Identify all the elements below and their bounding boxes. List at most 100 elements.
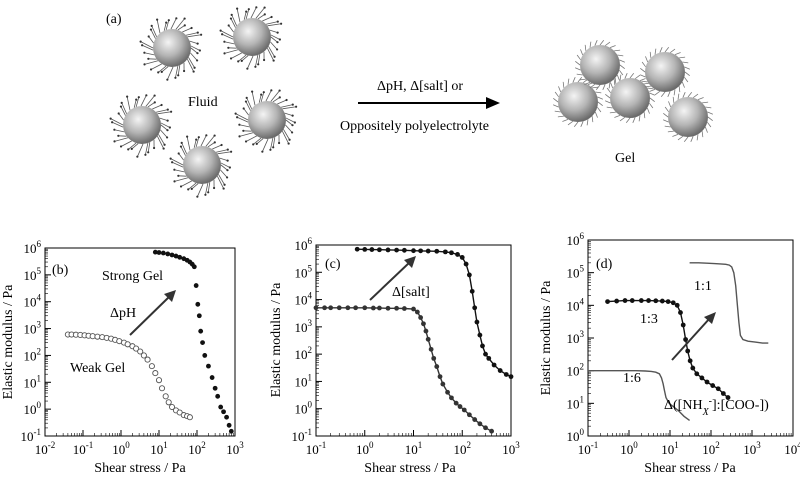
hair-tip	[147, 151, 150, 154]
hair-tip	[229, 17, 233, 20]
panel-c-chart: 10-1 100 101 102 103 10-1 100 101 102 103 104 105 10…	[269, 236, 520, 476]
particle-hair	[639, 78, 646, 82]
hair-tip	[276, 41, 279, 44]
particle-hair	[597, 101, 603, 107]
panel-c-series-0-point	[362, 246, 368, 252]
hair-tip	[153, 101, 156, 104]
particle-hair	[121, 102, 127, 114]
hair-tip	[147, 57, 150, 60]
particle-hair	[228, 25, 234, 33]
hair-tip	[163, 143, 166, 146]
panel-c-series-0-point	[508, 374, 514, 380]
particle-hair	[567, 120, 574, 126]
hair-tip	[275, 48, 279, 51]
series-label-1-1: 1:1	[694, 279, 712, 294]
hair-tip	[285, 98, 288, 102]
hair-tip	[119, 105, 123, 108]
particle-hair	[230, 18, 236, 28]
particle-hair	[681, 81, 685, 88]
hair-tip	[196, 195, 199, 198]
particle-hair	[133, 99, 137, 108]
panel-b-series-0-point	[165, 251, 171, 257]
hair-tip	[276, 20, 279, 23]
particle-hair	[267, 47, 274, 61]
hair-tip	[270, 15, 273, 19]
particle-hair	[614, 114, 621, 118]
hair-tip	[272, 59, 275, 62]
particle-hair	[212, 144, 222, 150]
hair-tip	[136, 155, 139, 158]
hair-tip	[144, 153, 147, 156]
series-label-1-6: 1:6	[623, 371, 641, 386]
panel-b-frame	[44, 247, 236, 437]
particle-hair	[641, 61, 647, 68]
hair-tip	[119, 145, 123, 148]
particle-hair	[625, 117, 631, 123]
particle-hair	[224, 49, 239, 54]
hair-tip	[278, 96, 281, 99]
particle-hair	[155, 109, 168, 113]
particle-hair	[692, 93, 699, 99]
panel-b-xtick-label: 10-2	[35, 440, 56, 457]
fluid-particle	[139, 17, 203, 81]
particle-hair	[558, 86, 562, 93]
gel-particle	[662, 91, 714, 143]
particle-hair	[624, 72, 628, 79]
hair-tip	[173, 168, 176, 171]
particle-hair	[157, 111, 172, 115]
panel-c-ytick-label: 101	[295, 372, 313, 389]
particle-hair	[649, 97, 655, 103]
panel-b-xtick-label: 10-1	[73, 440, 94, 457]
panel-d-series-1-point	[699, 375, 705, 381]
panel-b-data	[64, 249, 234, 434]
panel-d-series-1-point	[715, 386, 721, 392]
series-label-1-3: 1:3	[640, 312, 658, 327]
particle-hair	[246, 97, 252, 109]
panel-b-series-0-point	[152, 249, 158, 255]
particle-hair	[188, 57, 195, 68]
particle-hair	[672, 133, 679, 137]
particle-hair	[145, 142, 149, 155]
particle-hair	[586, 119, 589, 126]
panel-c-series-0-point	[401, 247, 407, 253]
particle-hair	[190, 52, 198, 61]
panel-d-series-1-point	[725, 395, 731, 400]
panel-b-xtick-label: 101	[150, 440, 168, 457]
particle-hair	[668, 101, 672, 108]
particle-hair	[190, 47, 198, 54]
particle-hair	[247, 55, 254, 69]
particle-hair	[592, 86, 599, 89]
particle-hair	[221, 33, 234, 40]
particle-hair	[649, 51, 652, 58]
particle-hair	[165, 20, 170, 31]
gel-particle	[552, 76, 604, 128]
panel-c-series-1-point	[362, 305, 368, 311]
particle-hair	[181, 142, 187, 154]
hair-tip	[219, 29, 222, 32]
particle-hair	[553, 97, 559, 103]
particle-hair	[573, 121, 579, 127]
hair-tip	[143, 51, 146, 54]
panel-d-series-2-line	[588, 370, 691, 421]
panel-b-series-0-point	[196, 313, 202, 319]
panel-d-ytick-label: 104	[567, 296, 585, 313]
panel-b-series-0-point	[215, 393, 221, 399]
hair-tip	[245, 96, 248, 99]
gel-particles	[552, 39, 714, 143]
particle-hair	[706, 121, 712, 128]
panel-b-series-0-point	[228, 428, 234, 434]
hair-tip	[169, 157, 172, 160]
hair-tip	[229, 57, 233, 60]
particle-hair	[120, 140, 132, 147]
particle-hair	[696, 134, 699, 141]
arrow-text-bottom: Oppositely polyelectrolyte	[340, 119, 489, 134]
panel-c-series-0-point	[463, 261, 469, 267]
hair-tip	[226, 169, 229, 172]
hair-tip	[237, 60, 240, 63]
particle-hair	[147, 142, 151, 153]
panel-b-series-0-point	[160, 250, 166, 256]
particle-hair	[554, 110, 561, 113]
hair-tip	[293, 121, 296, 124]
hair-tip	[167, 19, 170, 22]
